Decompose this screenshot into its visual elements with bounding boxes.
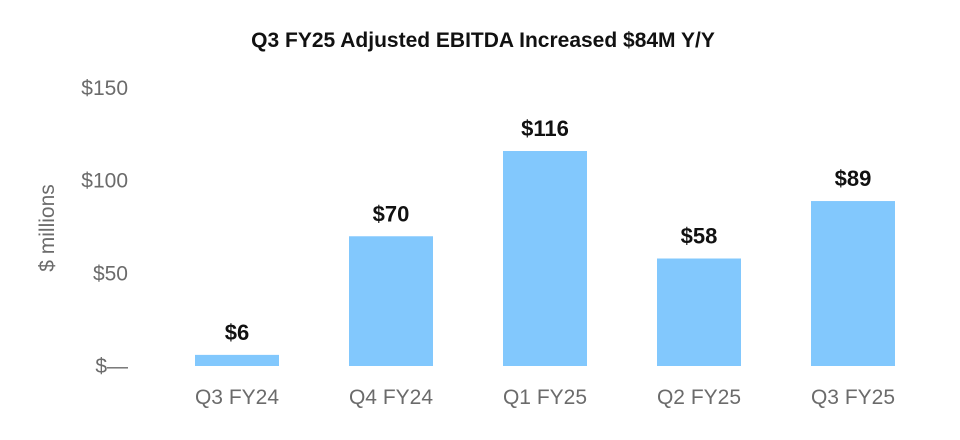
category-label: Q1 FY25 (503, 386, 587, 409)
data-label: $6 (225, 320, 249, 345)
bar (503, 151, 587, 366)
category-label: Q2 FY25 (657, 386, 741, 409)
bar (349, 236, 433, 366)
chart-title: Q3 FY25 Adjusted EBITDA Increased $84M Y… (251, 29, 715, 52)
bar (811, 201, 895, 366)
y-axis-label: $ millions (36, 184, 59, 272)
data-label: $116 (521, 116, 569, 141)
data-label: $58 (681, 224, 718, 249)
y-tick-label: $50 (93, 262, 128, 285)
category-label: Q3 FY25 (811, 386, 895, 409)
category-labels: Q3 FY24 Q4 FY24 Q1 FY25 Q2 FY25 Q3 FY25 (195, 386, 895, 409)
y-tick-label: $150 (81, 77, 128, 100)
y-axis-ticks: $150 $100 $50 $— (81, 77, 128, 378)
bars (195, 151, 895, 366)
category-label: Q3 FY24 (195, 386, 279, 409)
bar (657, 258, 741, 366)
data-label: $70 (373, 201, 410, 226)
y-tick-label: $100 (81, 170, 128, 193)
data-label: $89 (835, 166, 872, 191)
bar (195, 354, 279, 366)
y-tick-label: $— (95, 355, 128, 378)
data-labels: $6 $70 $116 $58 $89 (225, 116, 872, 345)
category-label: Q4 FY24 (349, 386, 433, 409)
